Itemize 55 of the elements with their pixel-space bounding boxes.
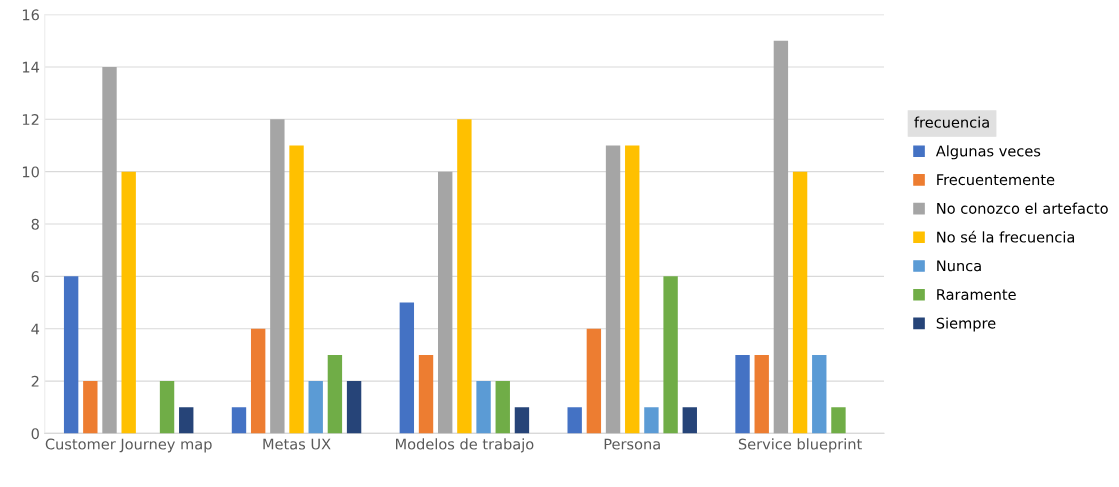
bar: [567, 407, 582, 434]
bar: [179, 407, 194, 434]
bar: [514, 407, 530, 434]
bar: [476, 381, 491, 434]
bar: [102, 66, 117, 434]
bar: [586, 328, 602, 434]
bar: [270, 119, 285, 434]
bar: [289, 145, 304, 434]
bar: [438, 171, 453, 434]
legend-label: Raramente: [937, 289, 1016, 300]
legend-label: Nunca: [937, 260, 981, 272]
bar: [754, 354, 769, 434]
y-tick-label: 12: [22, 114, 39, 125]
legend-label: Algunas veces: [935, 145, 1041, 160]
bar: [250, 328, 266, 434]
legend-label: Siempre: [936, 317, 996, 332]
y-tick-label: 0: [31, 428, 39, 440]
bar: [308, 381, 323, 434]
y-tick-label: 6: [31, 271, 39, 283]
bar: [792, 171, 808, 434]
bar: [63, 276, 79, 434]
y-tick-label: 16: [22, 9, 39, 21]
legend-title: frecuencia: [914, 116, 989, 128]
y-tick-label: 10: [22, 166, 39, 178]
bar: [605, 145, 621, 434]
x-tick-label: Persona: [604, 438, 660, 450]
y-tick-label: 8: [31, 218, 39, 230]
bar: [625, 145, 640, 434]
bar: [735, 354, 750, 434]
y-tick-label: 2: [31, 375, 39, 387]
legend-label: No conozco el artefacto: [937, 202, 1108, 214]
bar: [327, 354, 343, 434]
bar: [346, 381, 362, 434]
bar: [83, 381, 98, 434]
bar: [121, 171, 136, 434]
bar: [399, 302, 415, 434]
bar: [495, 381, 510, 434]
bar: [644, 407, 659, 434]
y-tick-label: 14: [22, 61, 40, 73]
bar: [457, 119, 472, 434]
x-tick-label: Metas UX: [263, 438, 331, 450]
bar: [159, 381, 175, 434]
y-tick-label: 4: [31, 323, 40, 335]
bar: [682, 407, 697, 434]
bar: [418, 354, 434, 434]
x-tick-label: Service blueprint: [738, 438, 862, 453]
legend-label: Frecuentemente: [937, 174, 1055, 186]
bar: [773, 40, 789, 434]
bar: [663, 276, 678, 434]
legend-label: No sé la frecuencia: [937, 230, 1075, 243]
bar: [231, 407, 247, 434]
x-tick-label: Customer Journey map: [45, 438, 212, 453]
bar: [812, 354, 827, 434]
bar: [831, 407, 846, 434]
x-tick-label: Modelos de trabajo: [396, 438, 534, 453]
